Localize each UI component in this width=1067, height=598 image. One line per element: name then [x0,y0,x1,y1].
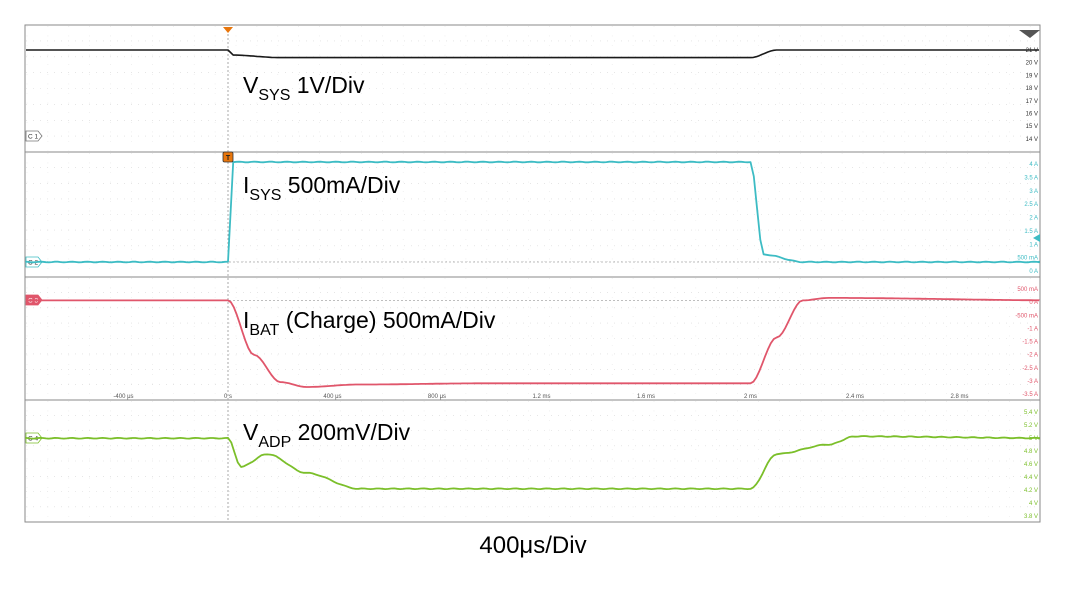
scale-label-c4: 4.6 V [1024,462,1038,468]
scale-label-c3: -2 A [1027,353,1038,359]
scale-label-c2: 4 A [1029,162,1038,168]
scale-label-c3: -3.5 A [1022,392,1038,398]
scale-label-c4: 4.4 V [1024,475,1038,481]
scale-label-c2: 500 mA [1017,256,1038,262]
scale-label-c3: 0 A [1029,300,1038,306]
c4-caption: VADP 200mV/Div [243,419,411,451]
trace-c2 [25,160,1040,264]
scale-label-c2: 3 A [1029,189,1038,195]
scale-label-c3: -2.5 A [1022,366,1038,372]
scale-label-c2: 0 A [1029,269,1038,275]
channel-tag-shape [25,130,43,142]
x-tick-label: 2 ms [744,394,757,400]
scale-label-c4: 3.8 V [1024,514,1038,520]
x-tick-label: 2.4 ms [846,394,864,400]
offscreen-indicator-icon [1019,30,1040,38]
trigger-badge-icon: T [222,151,234,163]
scale-label-c2: 2 A [1029,216,1038,222]
scale-label-c2: 2.5 A [1024,202,1038,208]
x-tick-label: 1.6 ms [637,394,655,400]
scale-label-c4: 5 V [1029,436,1038,442]
scale-label-c3: -3 A [1027,379,1038,385]
trace-c3 [26,296,1040,388]
scale-label-c1: 19 V [1026,73,1038,79]
scope-panes: C 1C 2C 3C 421 V20 V19 V18 V17 V16 V15 V… [24,24,1041,523]
scope-traces [25,49,1040,491]
scale-label-c2: 1 A [1029,242,1038,248]
x-tick-label: 400 μs [323,394,341,400]
scale-label-c3: -500 mA [1015,313,1038,319]
trace-c1 [26,49,1039,59]
scale-label-c1: 21 V [1026,48,1038,54]
scale-label-c4: 4 V [1029,501,1038,507]
trigger-position-marker-icon [223,27,233,33]
scale-label-c4: 4.2 V [1024,488,1038,494]
scale-label-c1: 16 V [1026,112,1038,118]
c2-caption: ISYS 500mA/Div [243,172,401,204]
channel-tag-c1: C 1 [25,130,43,142]
c2-offset-marker-icon [1033,234,1040,242]
scale-label-c3: -1.5 A [1022,340,1038,346]
svg-text:T: T [226,155,231,162]
scale-label-c2: 1.5 A [1024,229,1038,235]
scale-label-c4: 5.2 V [1024,423,1038,429]
x-tick-label: 800 μs [428,394,446,400]
scale-label-c3: -1 A [1027,326,1038,332]
timebase-label: 400μs/Div [479,532,586,559]
c3-caption: IBAT (Charge) 500mA/Div [243,307,496,339]
channel-tag-label: C 1 [28,134,39,141]
scale-label-c2: 3.5 A [1024,175,1038,181]
scale-label-c3: 500 mA [1017,287,1038,293]
scale-label-c1: 15 V [1026,124,1038,130]
scale-label-c1: 17 V [1026,99,1038,105]
x-tick-label: 0 s [224,394,232,400]
x-tick-label: 2.8 ms [950,394,968,400]
scale-label-c1: 20 V [1026,61,1038,67]
x-tick-label: -400 μs [113,394,133,400]
x-tick-label: 1.2 ms [532,394,550,400]
scale-label-c1: 18 V [1026,86,1038,92]
scale-label-c4: 5.4 V [1024,410,1038,416]
trace-c4 [25,435,1040,491]
scale-label-c1: 14 V [1026,137,1038,143]
scale-label-c4: 4.8 V [1024,449,1038,455]
c1-caption: VSYS 1V/Div [243,72,365,104]
